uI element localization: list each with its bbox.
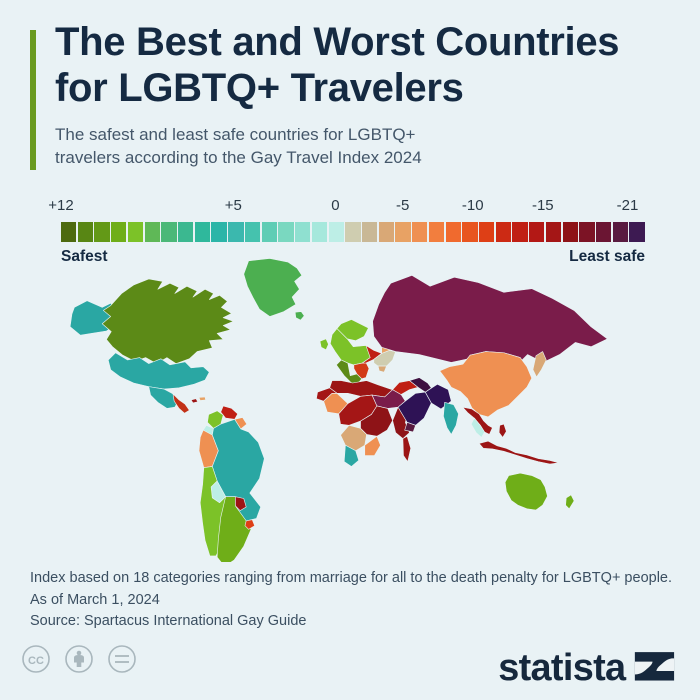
svg-text:statista: statista: [498, 647, 627, 689]
svg-text:CC: CC: [28, 655, 44, 667]
